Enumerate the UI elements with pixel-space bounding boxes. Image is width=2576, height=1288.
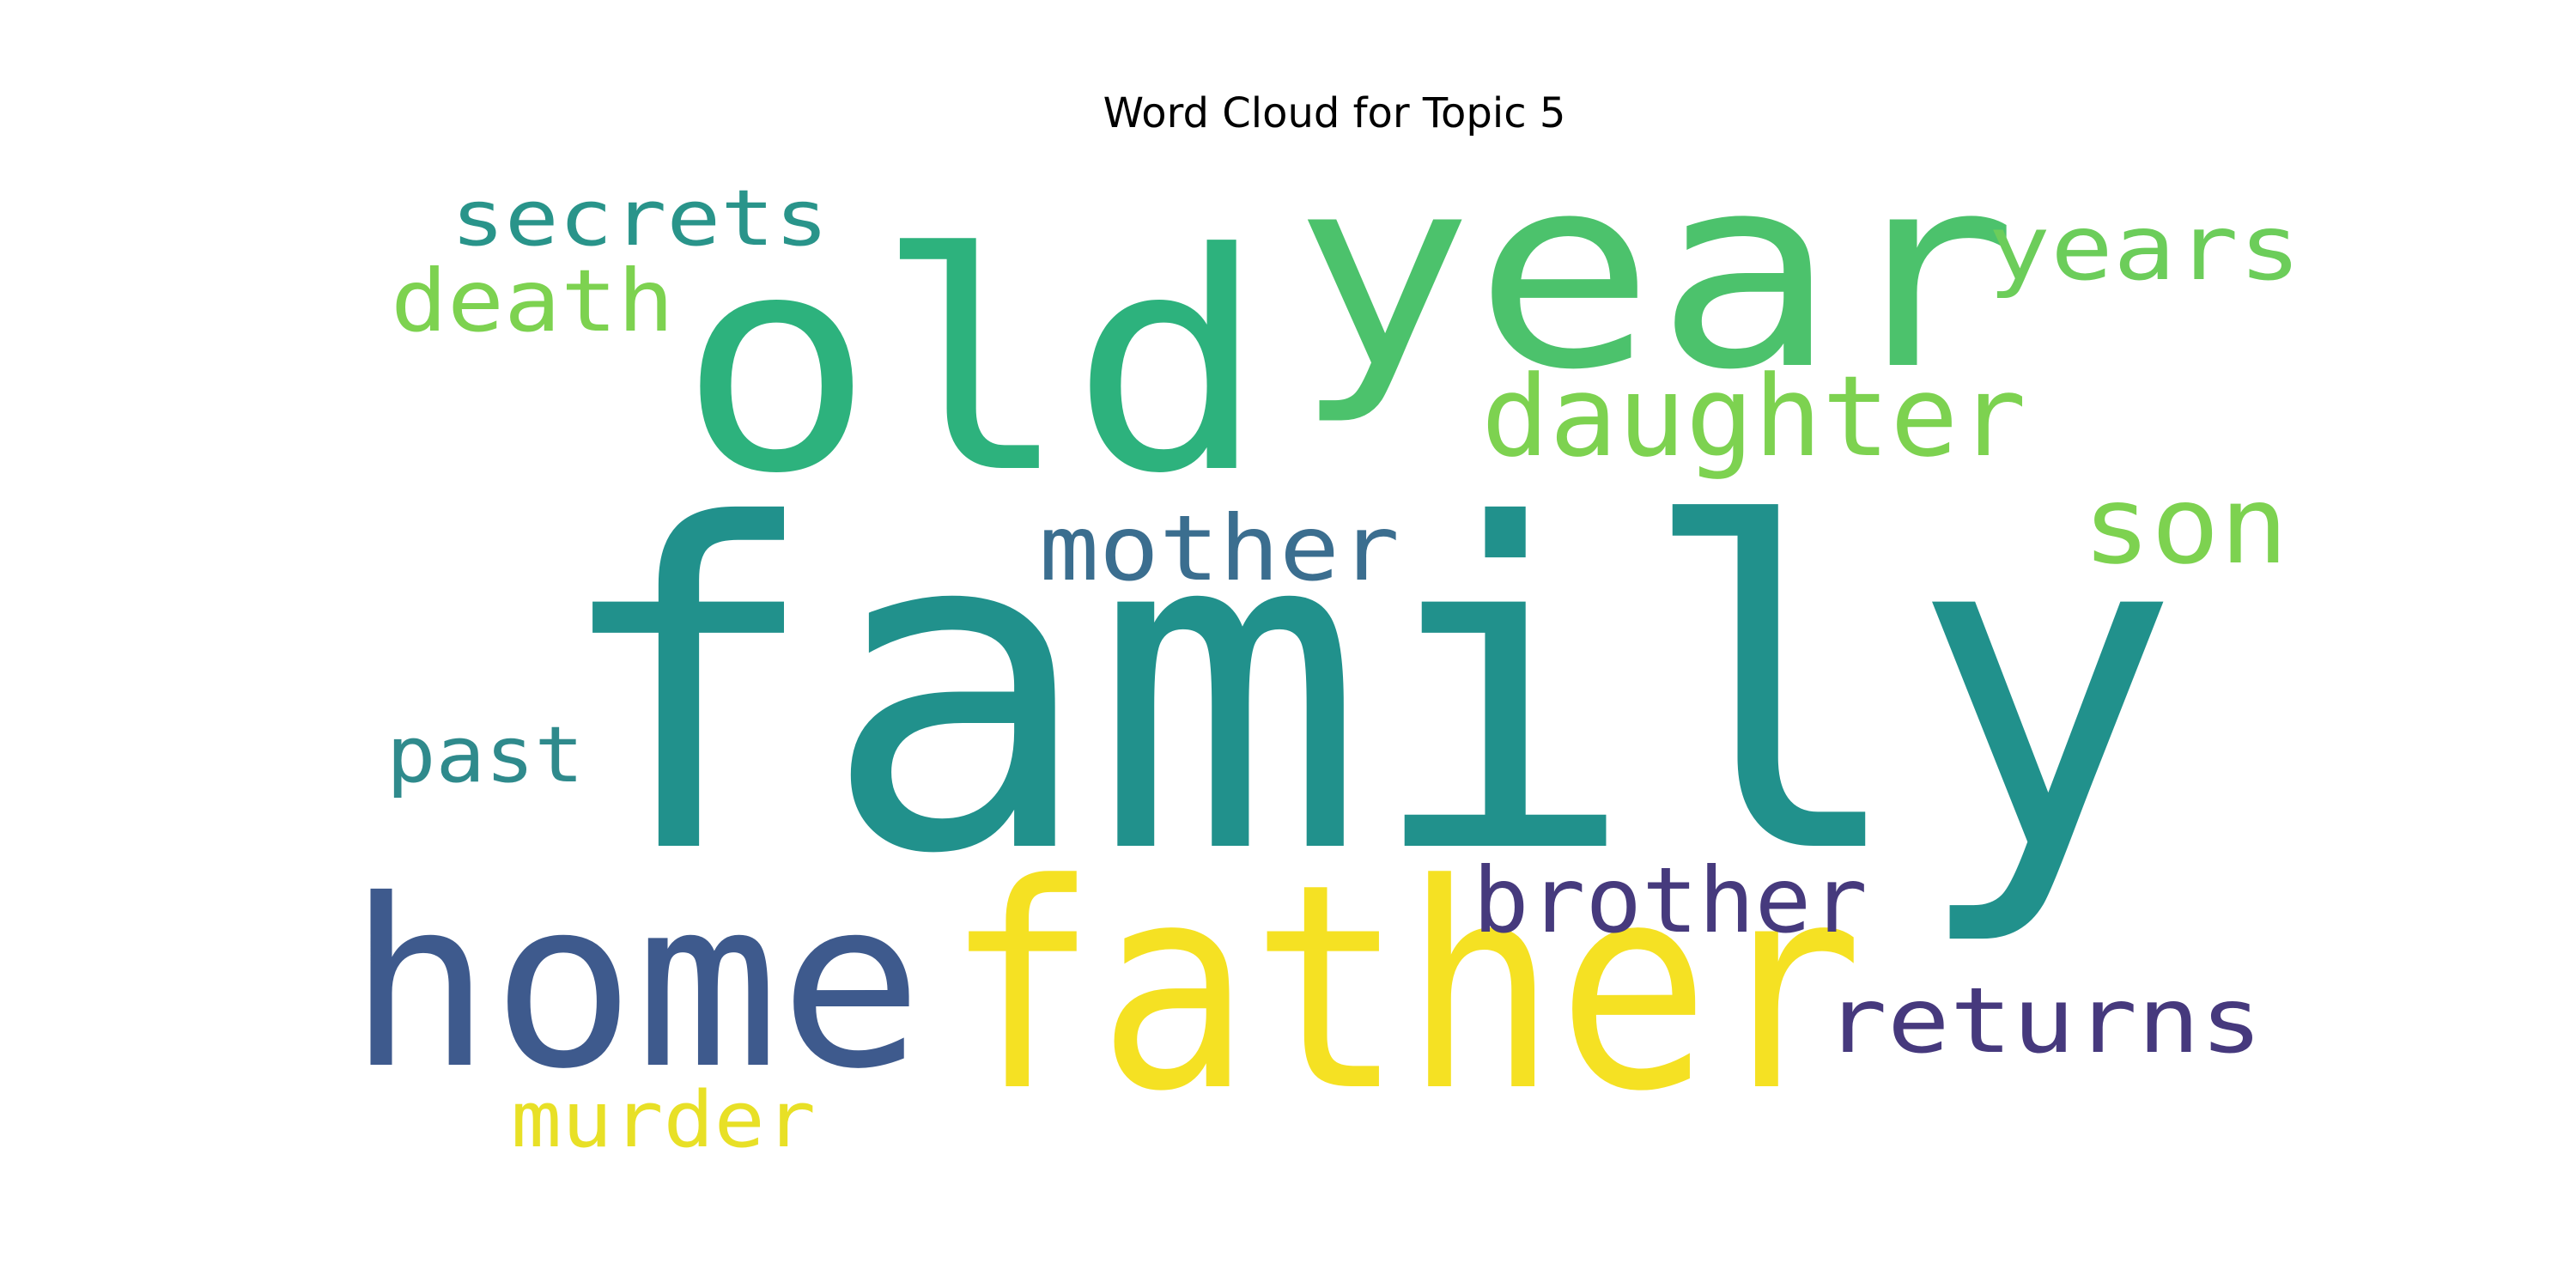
word-family: family [550, 431, 2181, 951]
word-years: years [1988, 196, 2301, 301]
chart-title: Word Cloud for Topic 5 [1103, 89, 1566, 137]
word-murder: murder [511, 1075, 816, 1165]
word-daughter: daughter [1481, 351, 2026, 482]
word-returns: returns [1825, 969, 2263, 1073]
word-past: past [386, 710, 584, 800]
word-home: home [348, 849, 923, 1120]
word-brother: brother [1473, 848, 1868, 953]
word-mother: mother [1039, 496, 1400, 601]
word-old: old [678, 189, 1267, 539]
word-year: year [1292, 118, 2018, 428]
word-father: father [945, 823, 1863, 1153]
word-son: son [2082, 464, 2288, 588]
word-secrets: secrets [451, 173, 829, 264]
word-death: death [391, 251, 674, 351]
